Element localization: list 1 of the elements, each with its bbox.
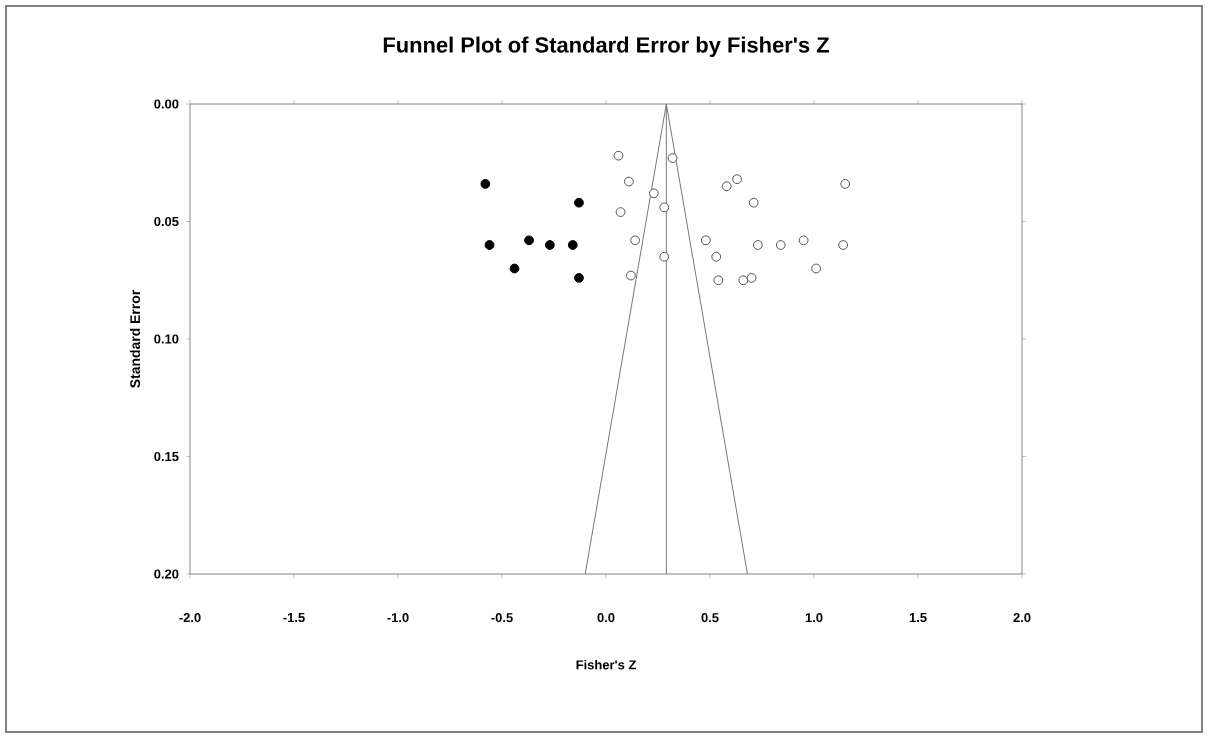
chart-title: Funnel Plot of Standard Error by Fisher's Z: [383, 36, 829, 57]
